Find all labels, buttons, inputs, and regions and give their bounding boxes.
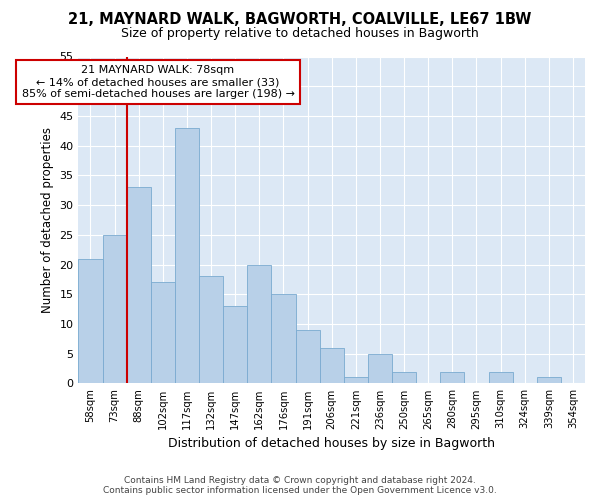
Bar xyxy=(271,294,296,384)
Bar xyxy=(488,372,512,384)
Bar xyxy=(127,188,151,384)
Bar xyxy=(320,348,344,384)
X-axis label: Distribution of detached houses by size in Bagworth: Distribution of detached houses by size … xyxy=(168,437,495,450)
Bar xyxy=(79,258,103,384)
Bar xyxy=(223,306,247,384)
Bar xyxy=(175,128,199,384)
Text: 21, MAYNARD WALK, BAGWORTH, COALVILLE, LE67 1BW: 21, MAYNARD WALK, BAGWORTH, COALVILLE, L… xyxy=(68,12,532,28)
Bar xyxy=(247,264,271,384)
Bar xyxy=(392,372,416,384)
Text: Size of property relative to detached houses in Bagworth: Size of property relative to detached ho… xyxy=(121,28,479,40)
Bar xyxy=(296,330,320,384)
Bar xyxy=(344,378,368,384)
Text: 21 MAYNARD WALK: 78sqm
← 14% of detached houses are smaller (33)
85% of semi-det: 21 MAYNARD WALK: 78sqm ← 14% of detached… xyxy=(22,66,295,98)
Bar xyxy=(151,282,175,384)
Y-axis label: Number of detached properties: Number of detached properties xyxy=(41,127,54,313)
Bar xyxy=(537,378,561,384)
Bar xyxy=(103,235,127,384)
Text: Contains HM Land Registry data © Crown copyright and database right 2024.
Contai: Contains HM Land Registry data © Crown c… xyxy=(103,476,497,495)
Bar xyxy=(440,372,464,384)
Bar xyxy=(199,276,223,384)
Bar xyxy=(368,354,392,384)
